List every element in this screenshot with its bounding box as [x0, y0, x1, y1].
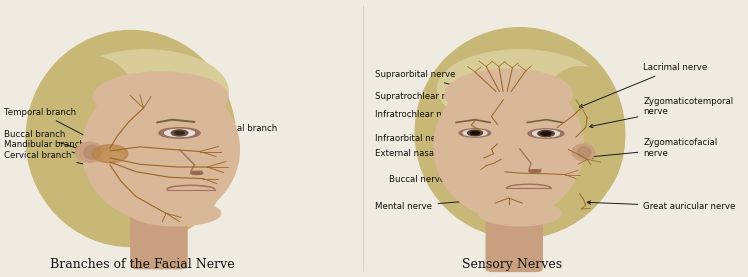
Ellipse shape: [479, 201, 561, 226]
Ellipse shape: [26, 30, 236, 247]
Ellipse shape: [459, 129, 491, 137]
Text: Cervical branch: Cervical branch: [4, 151, 114, 171]
Ellipse shape: [131, 201, 221, 226]
Ellipse shape: [468, 130, 482, 136]
Ellipse shape: [438, 50, 602, 127]
FancyBboxPatch shape: [486, 216, 542, 271]
Ellipse shape: [535, 66, 625, 205]
Text: Great auricular nerve: Great auricular nerve: [587, 201, 735, 211]
Text: Branches of the Facial Nerve: Branches of the Facial Nerve: [50, 258, 234, 271]
Text: Temporal branch: Temporal branch: [4, 108, 102, 145]
Ellipse shape: [102, 151, 123, 161]
Text: Zygomatical branch: Zygomatical branch: [191, 124, 277, 150]
Ellipse shape: [94, 72, 228, 122]
Ellipse shape: [84, 145, 100, 159]
Text: Sensory Nerves: Sensory Nerves: [462, 258, 562, 271]
Ellipse shape: [434, 75, 583, 219]
Ellipse shape: [538, 130, 554, 137]
Ellipse shape: [165, 129, 194, 137]
Ellipse shape: [463, 130, 487, 136]
Text: Buccal nerve: Buccal nerve: [389, 172, 503, 184]
Ellipse shape: [191, 172, 203, 175]
Text: Zygomaticotemporal
nerve: Zygomaticotemporal nerve: [589, 97, 733, 128]
Ellipse shape: [470, 131, 479, 135]
Text: Lacrimal nerve: Lacrimal nerve: [580, 63, 708, 107]
Ellipse shape: [64, 50, 228, 133]
Ellipse shape: [528, 129, 564, 138]
Text: Buccal branch: Buccal branch: [4, 130, 102, 157]
Text: Infratrochlear nerve: Infratrochlear nerve: [375, 111, 473, 127]
Ellipse shape: [165, 157, 232, 176]
Ellipse shape: [175, 131, 184, 135]
Text: Infraorbital nerve: Infraorbital nerve: [375, 134, 488, 148]
Ellipse shape: [76, 142, 104, 162]
Text: Supratrochlear nerve: Supratrochlear nerve: [375, 93, 490, 112]
Ellipse shape: [415, 28, 625, 238]
Ellipse shape: [171, 130, 188, 136]
Ellipse shape: [577, 147, 591, 158]
Text: External nasal nerve: External nasal nerve: [375, 149, 486, 163]
Text: Mandibular branch: Mandibular branch: [4, 140, 102, 162]
Ellipse shape: [82, 78, 239, 222]
Ellipse shape: [92, 145, 128, 163]
Text: Mental nerve: Mental nerve: [375, 197, 501, 211]
Ellipse shape: [445, 69, 572, 119]
FancyBboxPatch shape: [131, 213, 187, 269]
Ellipse shape: [41, 57, 146, 209]
Ellipse shape: [572, 144, 595, 161]
Ellipse shape: [433, 142, 450, 157]
Ellipse shape: [529, 170, 541, 172]
Ellipse shape: [542, 132, 551, 135]
Text: Supraorbital nerve: Supraorbital nerve: [375, 70, 486, 95]
Text: Zygomaticofacial
nerve: Zygomaticofacial nerve: [589, 138, 717, 158]
Ellipse shape: [533, 130, 560, 137]
Ellipse shape: [159, 128, 200, 138]
